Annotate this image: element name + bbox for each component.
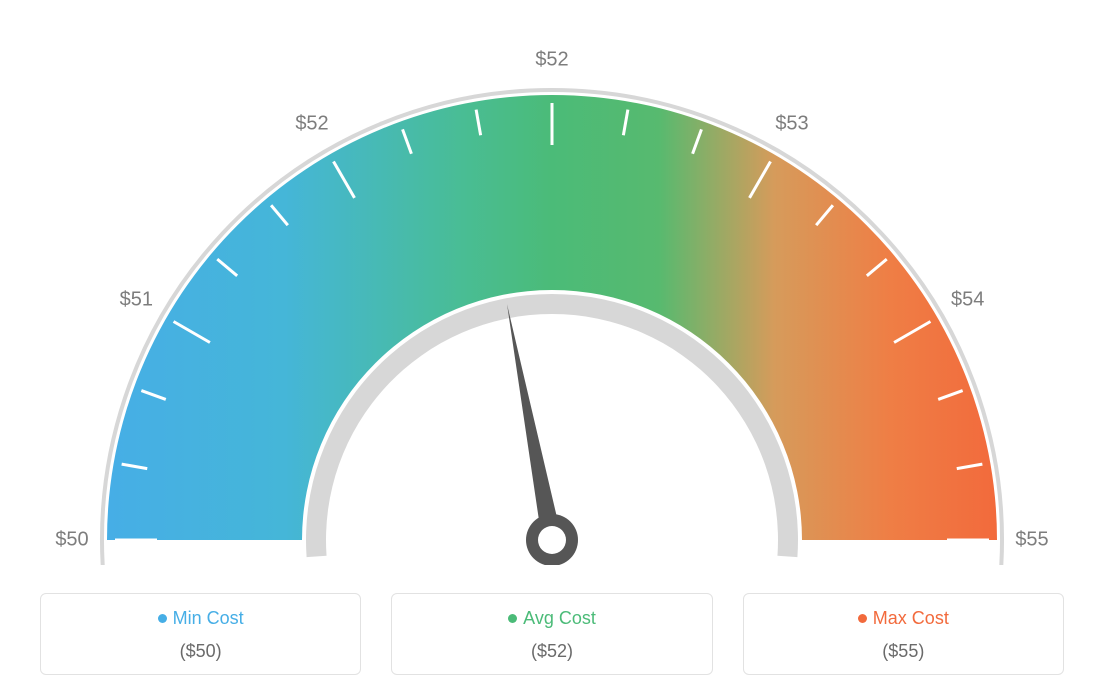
gauge-tick-label: $51 [120,289,153,312]
gauge-tick-label: $50 [55,529,88,552]
gauge-tick-label: $55 [1015,529,1048,552]
bullet-icon [858,614,867,623]
legend-min-title: Min Cost [51,608,350,629]
legend-avg-cost: Avg Cost ($52) [391,593,712,675]
gauge-tick-label: $52 [535,49,568,72]
gauge-tick-label: $53 [775,113,808,136]
legend-min-value: ($50) [51,641,350,662]
gauge-tick-label: $54 [951,289,984,312]
gauge-svg [0,0,1104,565]
legend-max-cost: Max Cost ($55) [743,593,1064,675]
legend-max-title: Max Cost [754,608,1053,629]
legend-label: Avg Cost [523,608,596,628]
bullet-icon [158,614,167,623]
legend-label: Min Cost [173,608,244,628]
legend-avg-value: ($52) [402,641,701,662]
bullet-icon [508,614,517,623]
legend-row: Min Cost ($50) Avg Cost ($52) Max Cost (… [0,593,1104,675]
cost-gauge-chart: $50 $51 $52 $52 $53 $54 $55 [0,0,1104,565]
legend-avg-title: Avg Cost [402,608,701,629]
legend-max-value: ($55) [754,641,1053,662]
gauge-tick-label: $52 [295,113,328,136]
legend-label: Max Cost [873,608,949,628]
legend-min-cost: Min Cost ($50) [40,593,361,675]
